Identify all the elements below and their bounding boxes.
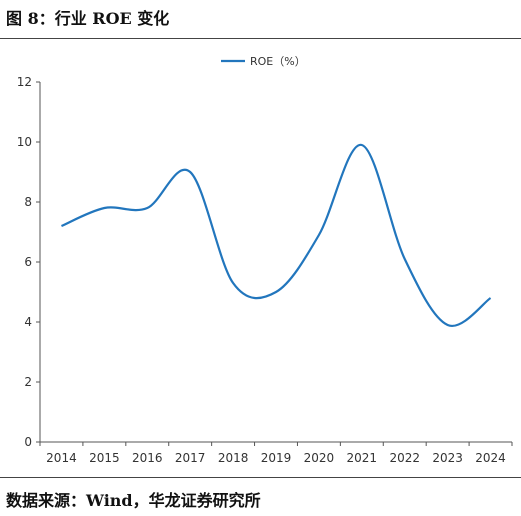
y-tick-label: 2 [24, 375, 32, 389]
bottom-divider [0, 477, 521, 478]
x-tick-label: 2017 [175, 451, 206, 465]
figure-source: 数据来源：Wind，华龙证券研究所 [6, 491, 261, 510]
legend: ROE（%） [221, 55, 306, 68]
x-tick-label: 2015 [89, 451, 120, 465]
x-tick-label: 2019 [261, 451, 292, 465]
chart-axes [36, 81, 513, 446]
x-tick-label: 2014 [46, 451, 77, 465]
top-divider [0, 38, 521, 39]
x-tick-label: 2023 [432, 451, 463, 465]
x-tick-label: 2021 [347, 451, 378, 465]
x-tick-label: 2022 [389, 451, 420, 465]
y-tick-labels: 0 2 4 6 8 10 12 [17, 75, 32, 449]
x-tick-label: 2018 [218, 451, 249, 465]
legend-label: ROE（%） [250, 55, 306, 68]
y-tick-label: 12 [17, 75, 32, 89]
x-tick-label: 2024 [475, 451, 506, 465]
y-tick-label: 8 [24, 195, 32, 209]
x-tick-label: 2020 [304, 451, 335, 465]
roe-series-line [61, 143, 492, 327]
y-tick-label: 4 [24, 315, 32, 329]
figure-title: 图 8：行业 ROE 变化 [6, 9, 170, 28]
y-tick-label: 6 [24, 255, 32, 269]
y-tick-label: 0 [24, 435, 32, 449]
x-tick-label: 2016 [132, 451, 163, 465]
x-tick-labels: 2014 2015 2016 2017 2018 2019 2020 2021 2022 2023… [46, 451, 506, 465]
y-tick-label: 10 [17, 135, 32, 149]
series-lines [61, 143, 492, 327]
